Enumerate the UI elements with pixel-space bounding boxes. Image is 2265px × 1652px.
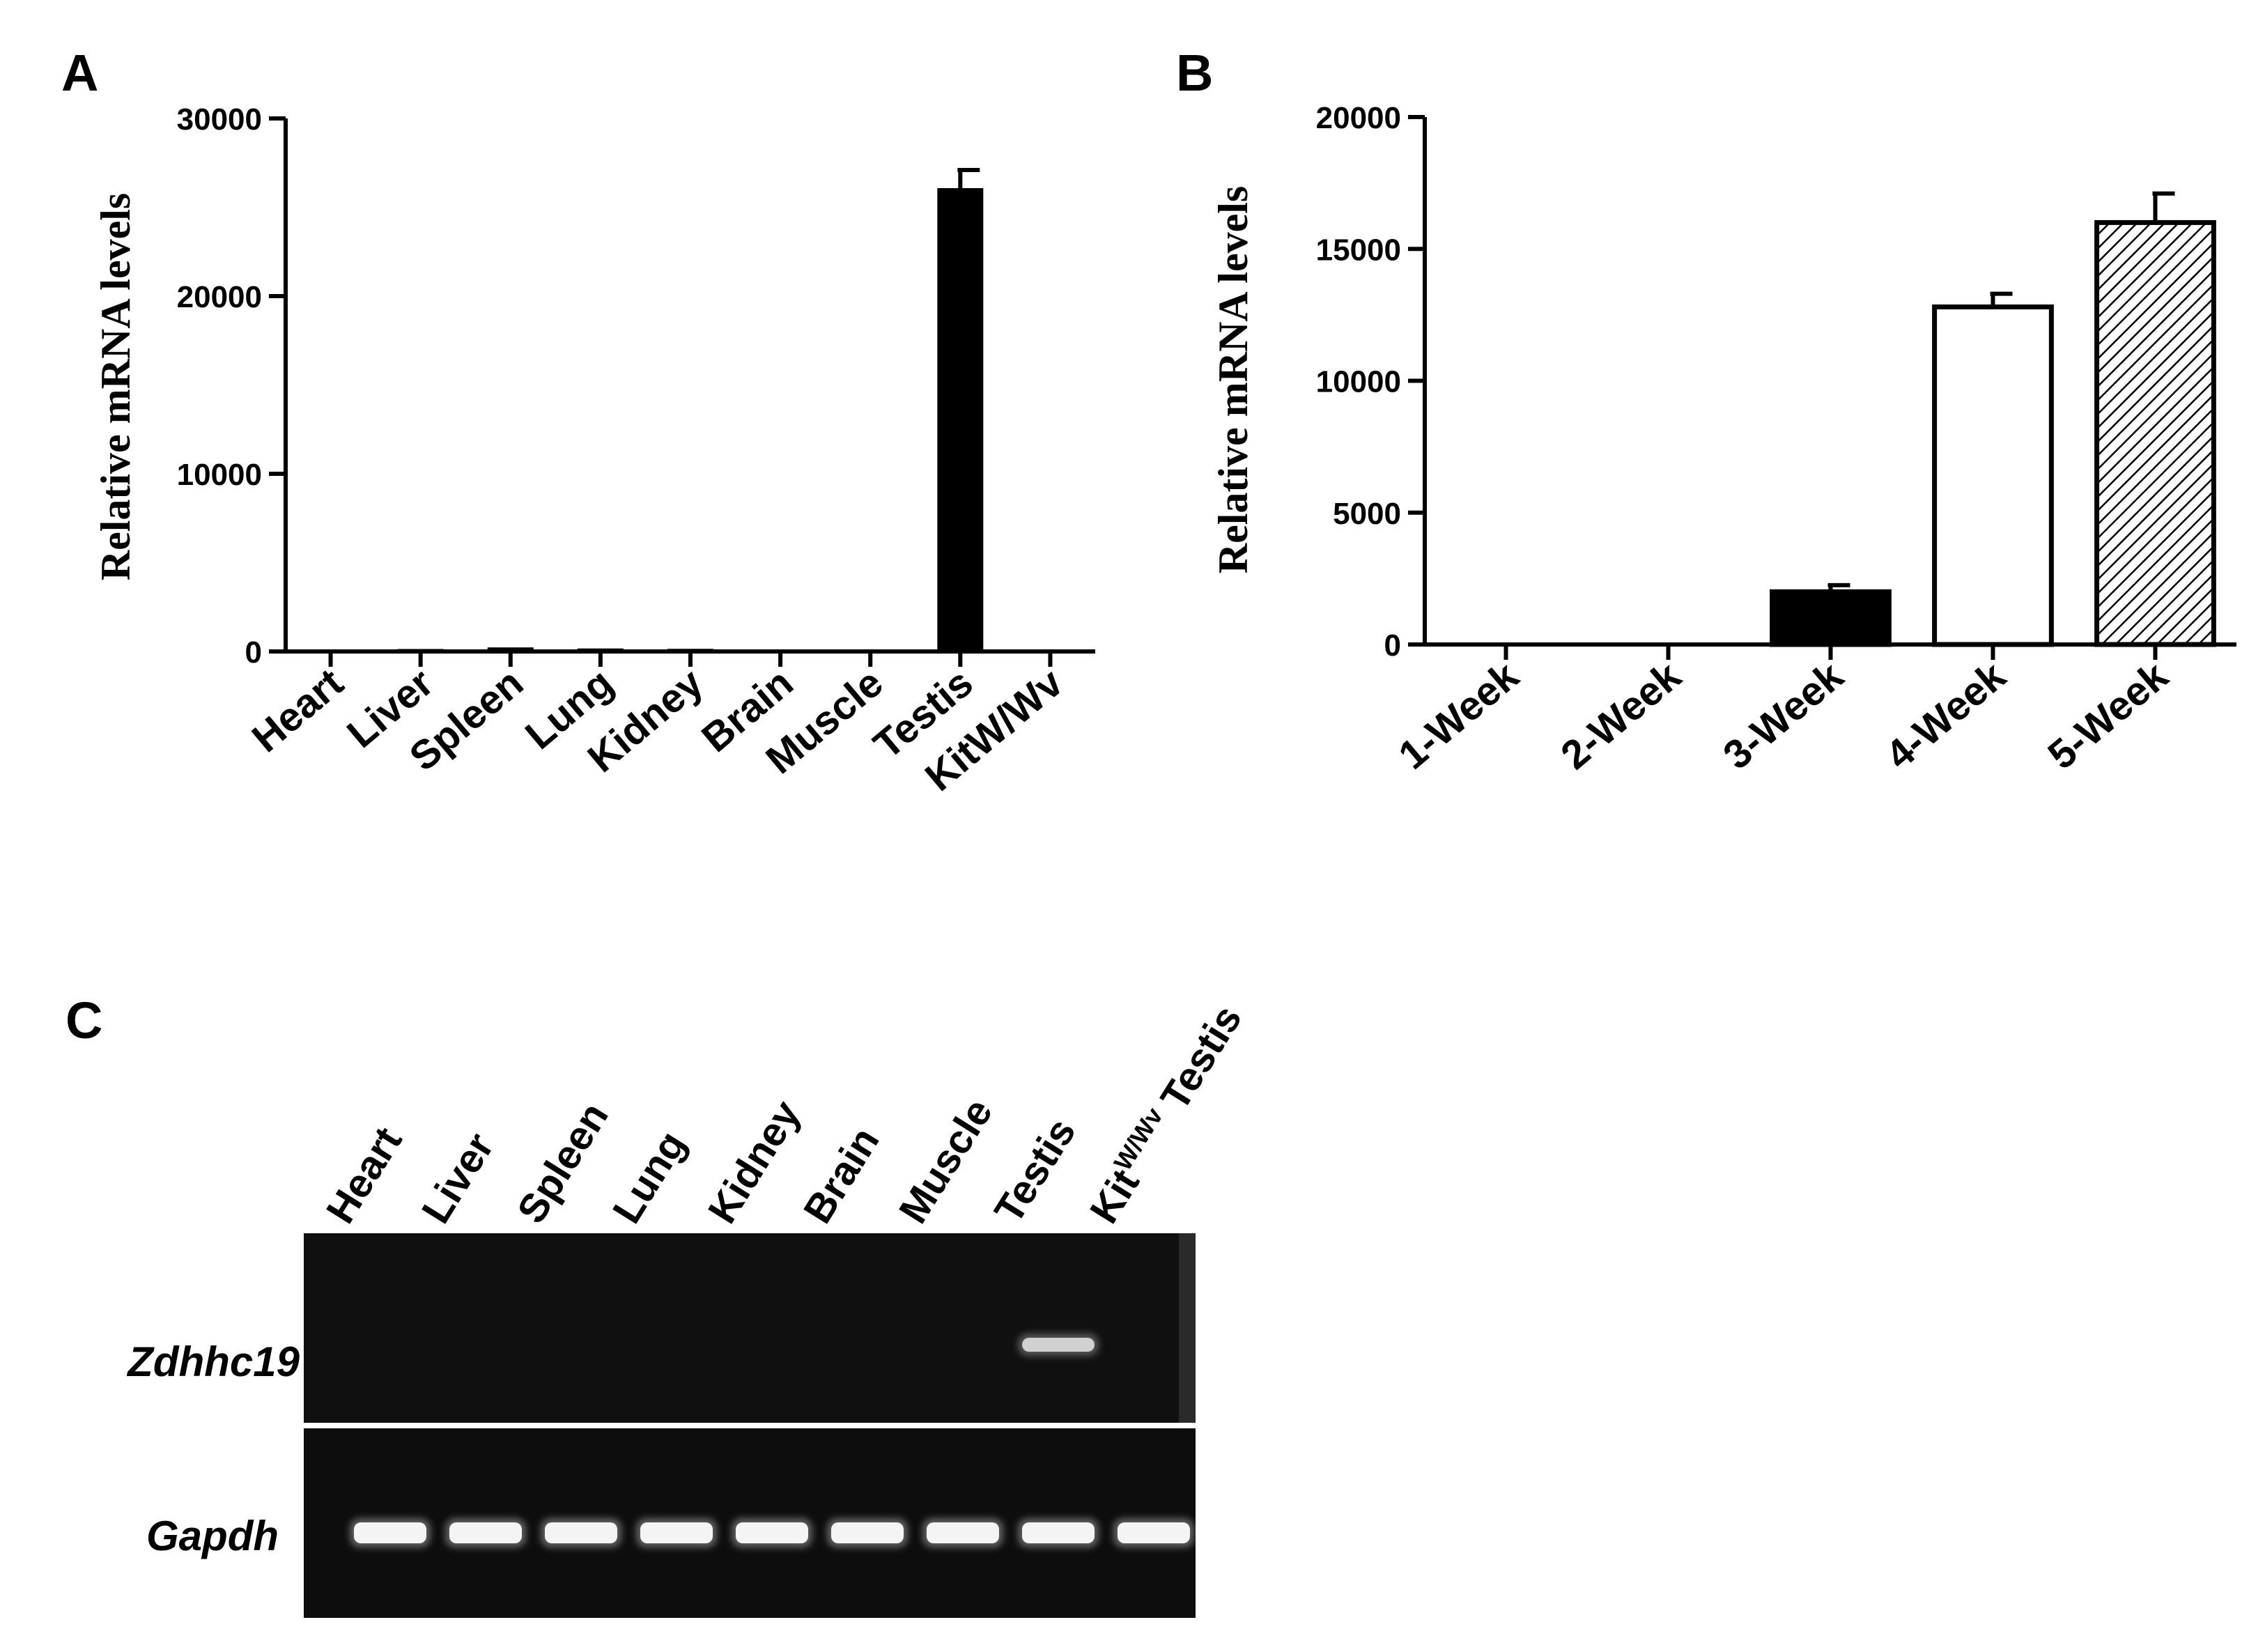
chart-b-ylabel: Relative mRNA levels [1210, 186, 1256, 574]
chart-b-ytick-label: 5000 [1333, 497, 1401, 531]
gel-bands-zdhhc19 [1018, 1334, 1099, 1356]
chart-b-bars [1770, 191, 2216, 647]
gel-lane-kit-superscript: W/Wv [1108, 1102, 1168, 1175]
chart-a-yticks: 0 10000 20000 30000 [177, 102, 286, 670]
chart-a-ytick-label: 0 [245, 635, 262, 670]
gene-label-gapdh: Gapdh [146, 1513, 279, 1559]
chart-b-ytick-label: 20000 [1316, 101, 1401, 135]
chart-b-xtick-label: 2-Week [1552, 653, 1690, 778]
chart-a-xtick-label: Heart [244, 660, 352, 761]
gel-band [1022, 1338, 1095, 1352]
gel-lane-label: Kidney [699, 1093, 810, 1230]
gel-band [640, 1522, 713, 1543]
chart-b-bar-4-week [1932, 304, 2054, 647]
gel-band [449, 1522, 522, 1543]
gel-band [354, 1522, 426, 1543]
chart-a-ytick-label: 20000 [177, 280, 262, 314]
gel-lane-kit: Kit [1081, 1161, 1148, 1231]
chart-a-ytick-label: 30000 [177, 102, 262, 137]
chart-b-ytick-label: 10000 [1316, 365, 1401, 399]
chart-b-ytick-label: 0 [1384, 628, 1401, 663]
gel-lane-label-kit-testis: KitW/Wv Testis [1079, 996, 1251, 1231]
gel-lane-testis: Testis [1146, 998, 1251, 1128]
chart-a-ylabel: Relative mRNA levels [93, 193, 139, 581]
panel-letter-b: B [1176, 44, 1213, 102]
chart-b-xtick-label: 4-Week [1877, 653, 2014, 778]
chart-b-yticks: 0 5000 10000 15000 20000 [1316, 101, 1425, 663]
chart-b-xticks: 1-Week 2-Week 3-Week 4-Week 5-Week [1390, 644, 2177, 778]
gel-band [545, 1522, 617, 1543]
gel-band [1022, 1522, 1095, 1543]
gel-band [831, 1522, 904, 1543]
gel-lane-label: Lung [604, 1123, 695, 1231]
chart-b-bar-3-week [1770, 589, 1892, 647]
chart-a-ytick-label: 10000 [177, 458, 262, 492]
chart-b-xtick-label: 1-Week [1390, 653, 1527, 778]
gel-lane-label: Heart [318, 1120, 411, 1231]
chart-b-xtick-label: 3-Week [1715, 653, 1852, 778]
gel-lane-label: Testis [986, 1111, 1085, 1231]
gel-band [736, 1522, 808, 1543]
gel-lane-label: Muscle [890, 1091, 1001, 1231]
gel-lane-label: Liver [413, 1125, 503, 1231]
gel-lane-label: Spleen [509, 1095, 617, 1231]
gel-zdhhc19-edge [1179, 1233, 1196, 1423]
gel-band [1118, 1522, 1190, 1543]
gel-band [927, 1522, 999, 1543]
chart-b-bar-5-week [2094, 219, 2216, 647]
gene-label-zdhhc19: Zdhhc19 [126, 1338, 300, 1385]
chart-a-bars [397, 167, 1074, 654]
chart-a-xticks: HeartLiverSpleenLungKidneyBrainMuscleTes… [244, 651, 1072, 800]
panel-letter-c: C [65, 991, 102, 1049]
chart-a: Relative mRNA levels 0 10000 20000 30000 He… [93, 102, 1095, 800]
chart-a-bar-testis [937, 188, 984, 653]
gel-zdhhc19 [304, 1233, 1196, 1423]
gel-lane-label: Brain [795, 1120, 888, 1231]
gel-bands-gapdh [350, 1518, 1194, 1547]
panel-letter-a: A [61, 44, 98, 102]
chart-b-xtick-label: 5-Week [2039, 653, 2177, 778]
chart-b: Relative mRNA levels 0 5000 10000 15000 2000… [1210, 101, 2236, 778]
chart-b-ytick-label: 15000 [1316, 233, 1401, 267]
